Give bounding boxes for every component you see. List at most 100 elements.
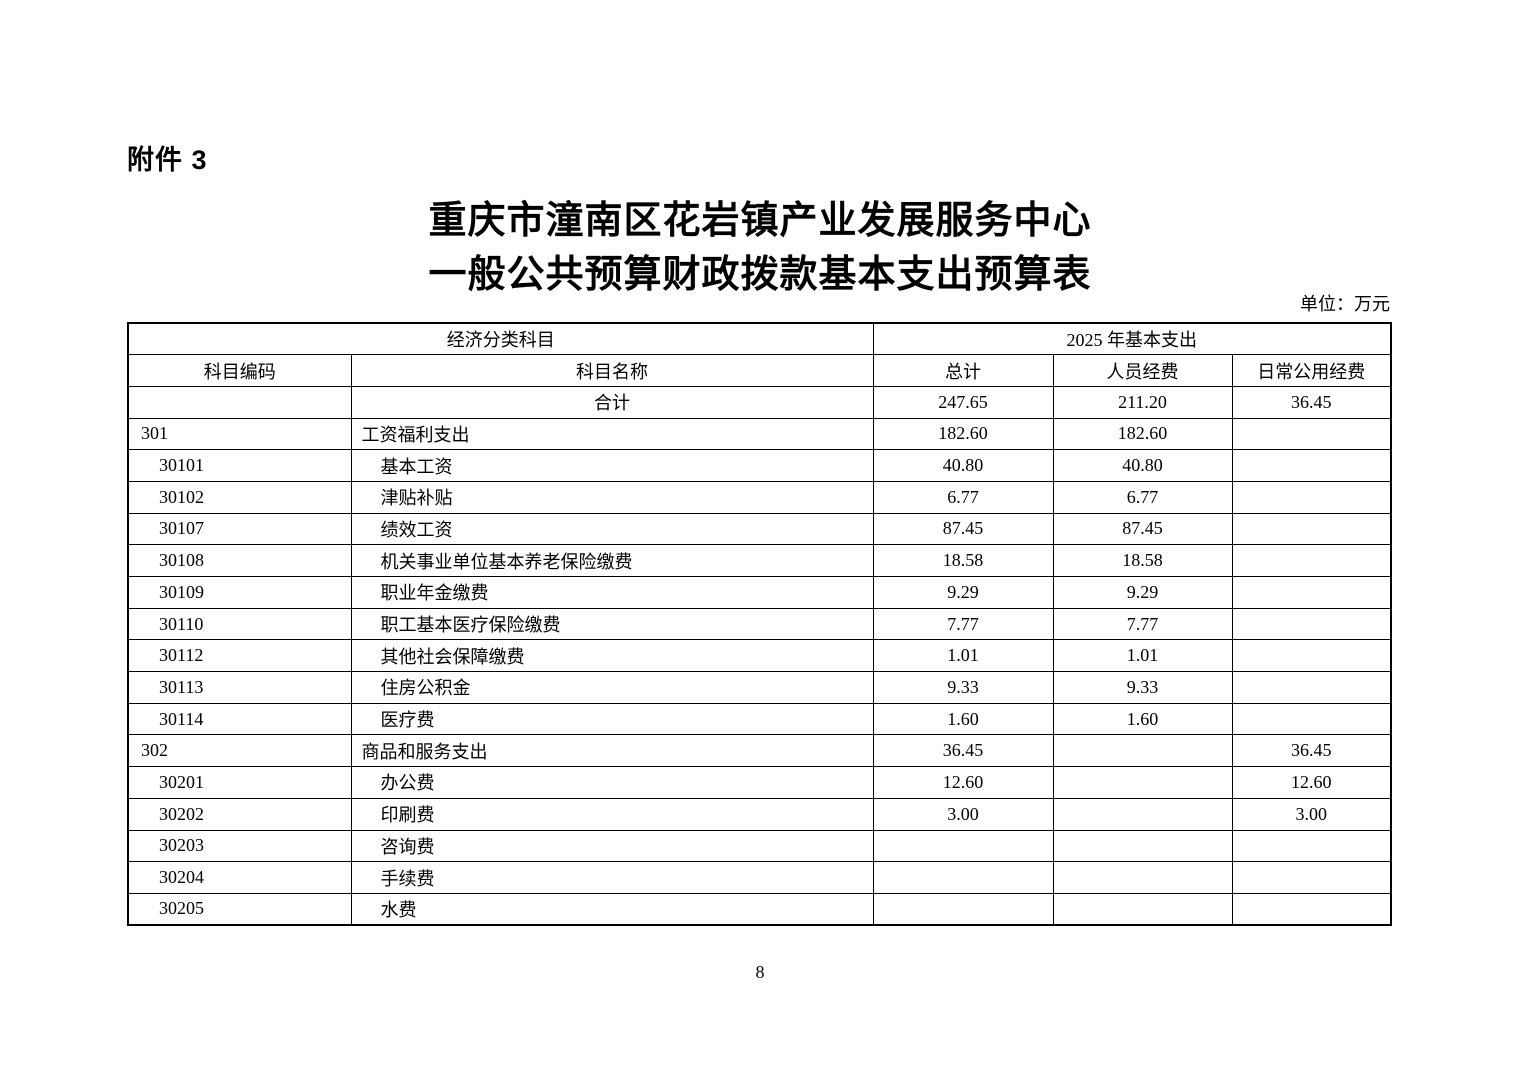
table-row: 30107 绩效工资 87.45 87.45 — [127, 512, 1392, 546]
cell-total — [872, 892, 1054, 926]
attachment-label: 附件 3 — [127, 145, 208, 175]
col-header-personnel-funds: 人员经费 — [1052, 354, 1233, 387]
cell-total: 9.33 — [872, 671, 1054, 704]
header-2025-basic-expenditure: 2025 年基本支出 — [872, 322, 1392, 356]
cell-subject-code: 30113 — [127, 671, 352, 704]
cell-daily-public-funds — [1231, 480, 1392, 514]
cell-total: 12.60 — [872, 766, 1054, 799]
cell-subject-name: 医疗费 — [350, 702, 874, 736]
cell-personnel-funds: 9.33 — [1052, 671, 1233, 704]
cell-subject-code: 30112 — [127, 639, 352, 673]
cell-total: 1.60 — [872, 702, 1054, 736]
cell-total: 3.00 — [872, 797, 1054, 831]
cell-daily-public-funds — [1231, 671, 1392, 704]
cell-subject-name: 职工基本医疗保险缴费 — [350, 607, 874, 641]
cell-subject-code: 30205 — [127, 892, 352, 926]
cell-personnel-funds — [1052, 861, 1233, 894]
cell-personnel-funds — [1052, 766, 1233, 799]
cell-subject-code: 30204 — [127, 861, 352, 894]
cell-daily-public-funds — [1231, 892, 1392, 926]
cell-total: 247.65 — [872, 385, 1054, 419]
table-row: 30205 水费 — [127, 892, 1392, 926]
table-row: 合计 247.65 211.20 36.45 — [127, 385, 1392, 419]
cell-subject-code — [127, 385, 352, 419]
cell-personnel-funds: 211.20 — [1052, 385, 1233, 419]
cell-personnel-funds: 1.60 — [1052, 702, 1233, 736]
cell-personnel-funds: 18.58 — [1052, 544, 1233, 577]
cell-subject-code: 30201 — [127, 766, 352, 799]
cell-daily-public-funds: 36.45 — [1231, 734, 1392, 768]
cell-daily-public-funds — [1231, 512, 1392, 546]
cell-daily-public-funds: 36.45 — [1231, 385, 1392, 419]
col-header-subject-name: 科目名称 — [350, 354, 874, 387]
cell-total: 87.45 — [872, 512, 1054, 546]
cell-personnel-funds: 9.29 — [1052, 576, 1233, 609]
cell-subject-name: 基本工资 — [350, 449, 874, 482]
cell-subject-code: 30114 — [127, 702, 352, 736]
cell-personnel-funds — [1052, 734, 1233, 768]
document-title: 重庆市潼南区花岩镇产业发展服务中心 一般公共预算财政拨款基本支出预算表 — [0, 194, 1520, 302]
cell-subject-name: 机关事业单位基本养老保险缴费 — [350, 544, 874, 577]
cell-personnel-funds: 87.45 — [1052, 512, 1233, 546]
cell-subject-code: 301 — [127, 417, 352, 451]
title-line-1: 重庆市潼南区花岩镇产业发展服务中心 — [428, 200, 1092, 242]
cell-subject-name: 办公费 — [350, 766, 874, 799]
cell-daily-public-funds: 3.00 — [1231, 797, 1392, 831]
cell-total: 7.77 — [872, 607, 1054, 641]
col-header-subject-code: 科目编码 — [127, 354, 352, 387]
col-header-total: 总计 — [872, 354, 1054, 387]
cell-subject-code: 30203 — [127, 829, 352, 863]
cell-subject-name: 住房公积金 — [350, 671, 874, 704]
cell-subject-name: 工资福利支出 — [350, 417, 874, 451]
cell-subject-name: 绩效工资 — [350, 512, 874, 546]
col-header-daily-public-funds: 日常公用经费 — [1231, 354, 1392, 387]
cell-personnel-funds: 6.77 — [1052, 480, 1233, 514]
cell-subject-code: 30101 — [127, 449, 352, 482]
cell-daily-public-funds — [1231, 544, 1392, 577]
cell-subject-code: 302 — [127, 734, 352, 768]
cell-personnel-funds: 1.01 — [1052, 639, 1233, 673]
cell-daily-public-funds — [1231, 829, 1392, 863]
header-economic-classification: 经济分类科目 — [127, 322, 874, 356]
cell-total: 6.77 — [872, 480, 1054, 514]
cell-subject-name: 咨询费 — [350, 829, 874, 863]
table-row: 30108 机关事业单位基本养老保险缴费 18.58 18.58 — [127, 544, 1392, 577]
cell-subject-name: 水费 — [350, 892, 874, 926]
cell-personnel-funds — [1052, 892, 1233, 926]
cell-total: 18.58 — [872, 544, 1054, 577]
table-row: 30101 基本工资 40.80 40.80 — [127, 449, 1392, 482]
cell-subject-name: 合计 — [350, 385, 874, 419]
cell-personnel-funds: 182.60 — [1052, 417, 1233, 451]
cell-subject-code: 30107 — [127, 512, 352, 546]
cell-subject-name: 其他社会保障缴费 — [350, 639, 874, 673]
table-row: 30202 印刷费 3.00 3.00 — [127, 797, 1392, 831]
cell-total — [872, 829, 1054, 863]
cell-personnel-funds — [1052, 829, 1233, 863]
cell-subject-name: 职业年金缴费 — [350, 576, 874, 609]
cell-total: 182.60 — [872, 417, 1054, 451]
cell-personnel-funds — [1052, 797, 1233, 831]
title-line-2: 一般公共预算财政拨款基本支出预算表 — [428, 254, 1092, 296]
cell-subject-name: 手续费 — [350, 861, 874, 894]
table-body: 合计 247.65 211.20 36.45 301 工资福利支出 182.60 182.60… — [127, 385, 1392, 926]
table-row: 30113 住房公积金 9.33 9.33 — [127, 671, 1392, 704]
table-row: 301 工资福利支出 182.60 182.60 — [127, 417, 1392, 451]
table-row: 302 商品和服务支出 36.45 36.45 — [127, 734, 1392, 768]
cell-daily-public-funds — [1231, 639, 1392, 673]
table-row: 30204 手续费 — [127, 861, 1392, 894]
table-header-group-row: 经济分类科目 2025 年基本支出 — [127, 322, 1392, 356]
table-row: 30109 职业年金缴费 9.29 9.29 — [127, 576, 1392, 609]
cell-daily-public-funds — [1231, 576, 1392, 609]
cell-subject-name: 商品和服务支出 — [350, 734, 874, 768]
cell-subject-code: 30108 — [127, 544, 352, 577]
table-row: 30201 办公费 12.60 12.60 — [127, 766, 1392, 799]
table-row: 30112 其他社会保障缴费 1.01 1.01 — [127, 639, 1392, 673]
cell-total: 1.01 — [872, 639, 1054, 673]
table-row: 30110 职工基本医疗保险缴费 7.77 7.77 — [127, 607, 1392, 641]
cell-subject-name: 印刷费 — [350, 797, 874, 831]
table-row: 30203 咨询费 — [127, 829, 1392, 863]
unit-note: 单位：万元 — [1300, 294, 1390, 314]
table-row: 30114 医疗费 1.60 1.60 — [127, 702, 1392, 736]
table-row: 30102 津贴补贴 6.77 6.77 — [127, 480, 1392, 514]
cell-subject-code: 30110 — [127, 607, 352, 641]
